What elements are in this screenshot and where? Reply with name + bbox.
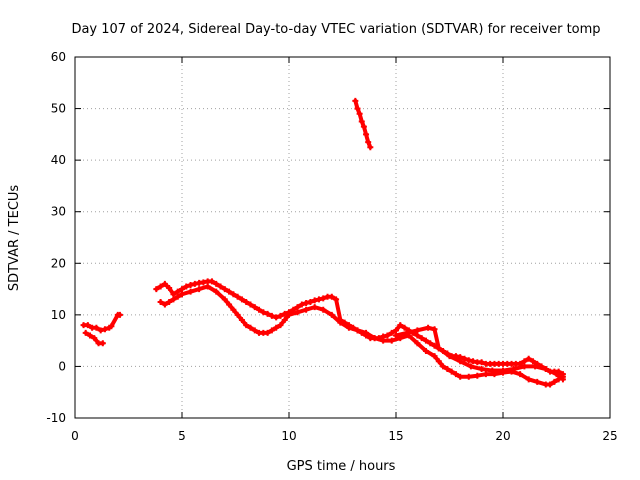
- x-axis-title: GPS time / hours: [287, 459, 396, 474]
- grid: [75, 57, 610, 418]
- trace-segment: [432, 327, 441, 351]
- y-tick-label: -10: [46, 411, 66, 425]
- plot-frame: [74, 56, 611, 419]
- y-tick-label: 30: [51, 205, 66, 219]
- x-tick-label: 25: [602, 429, 617, 443]
- x-tick-label: 20: [495, 429, 510, 443]
- x-tick-label: 10: [281, 429, 296, 443]
- x-tick-label: 15: [388, 429, 403, 443]
- chart-title: Day 107 of 2024, Sidereal Day-to-day VTE…: [71, 22, 600, 37]
- data-point: [559, 376, 566, 383]
- trace-segment: [436, 346, 452, 359]
- y-tick-label: 40: [51, 153, 66, 167]
- y-axis-title: SDTVAR / TECUs: [7, 185, 22, 292]
- series-trace: [393, 324, 566, 383]
- data-point: [99, 340, 106, 347]
- series-trace: [352, 97, 374, 151]
- data-points: [80, 97, 566, 388]
- series-trace: [82, 283, 566, 388]
- trace-segment: [109, 312, 120, 329]
- y-tick-label: 0: [58, 359, 66, 373]
- x-tick-label: 5: [178, 429, 186, 443]
- y-tick-label: 50: [51, 102, 66, 116]
- series-trace: [80, 278, 566, 378]
- y-tick-label: 10: [51, 308, 66, 322]
- data-point: [367, 144, 374, 151]
- y-tick-label: 60: [51, 50, 66, 64]
- x-tick-label: 0: [71, 429, 79, 443]
- axis-ticks: 0 5 10 15 20 25 -10 0 10 20 30 40 50 60: [46, 50, 617, 443]
- trace-segment: [334, 297, 343, 323]
- y-tick-label: 20: [51, 256, 66, 270]
- data-point: [116, 311, 123, 318]
